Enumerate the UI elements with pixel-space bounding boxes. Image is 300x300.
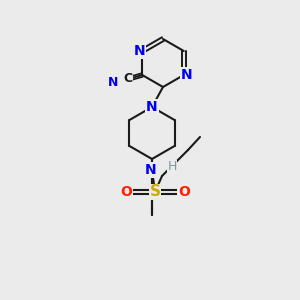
Text: N: N <box>146 100 158 114</box>
Text: C: C <box>124 73 133 85</box>
Text: N: N <box>145 163 157 177</box>
Text: N: N <box>108 76 119 89</box>
Text: H: H <box>167 160 177 173</box>
Text: O: O <box>178 185 190 199</box>
Text: N: N <box>181 68 193 82</box>
Text: S: S <box>149 184 161 200</box>
Text: O: O <box>120 185 132 199</box>
Text: N: N <box>134 44 145 58</box>
